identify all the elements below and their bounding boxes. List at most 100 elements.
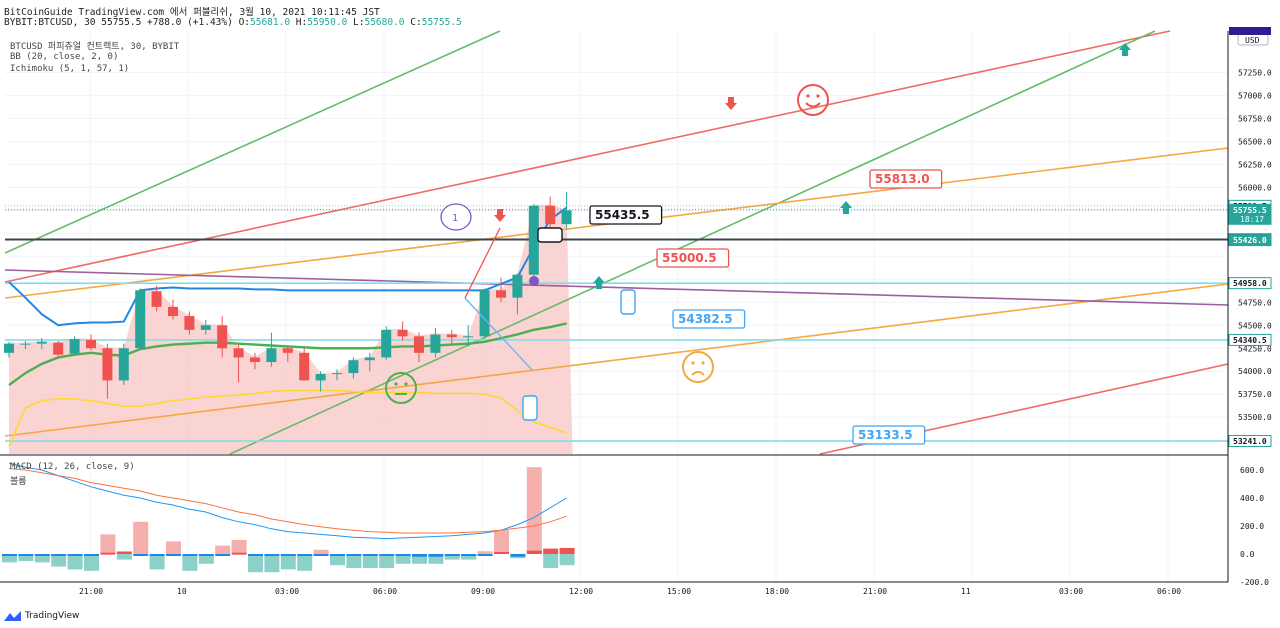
sell-arrow-icon [494,209,506,222]
buy-arrow-icon [1119,43,1131,56]
macd-histogram-bar [264,554,280,557]
price-badge [1228,277,1272,290]
candle-body [545,205,556,225]
price-tick-label: 57000.0 [1238,91,1272,100]
macd-volume-bar [51,554,67,567]
macd-histogram-bar [412,554,427,557]
macd-tick-label: 0.0 [1240,550,1255,559]
macd-histogram-bar [2,554,17,557]
last-price: 55755.5 [101,17,142,28]
trend-line [229,30,1156,455]
neutral-face-icon-eye [404,382,408,386]
candle-body [184,316,195,330]
candle-body [4,343,14,353]
time-tick-label: 21:00 [863,587,887,596]
price-tick-label: 56500.0 [1238,137,1272,146]
macd-volume-bar [116,554,132,560]
macd-histogram-bar [510,554,526,557]
bb-legend[interactable]: BB (20, close, 2, 0) [10,52,119,62]
candle-body [315,373,326,381]
sad-face-icon [682,351,714,383]
price-tick-label: 53750.0 [1238,390,1272,399]
candle-body [512,274,523,298]
callout-55435: 55435.5 [595,208,650,222]
macd-histogram-bar [67,554,83,556]
time-tick-label: 10 [177,587,187,596]
neutral-face-icon-eye [394,382,398,386]
macd-tick-label: 600.0 [1240,466,1264,475]
callout-54382: 54382.5 [678,312,733,326]
neutral-face-icon [385,372,417,404]
macd-sub-legend[interactable]: 볼륨 [10,477,27,487]
time-tick-label: 11 [961,587,971,596]
open-label: O: [238,17,251,28]
price-tick-label: 56250.0 [1238,160,1272,169]
macd-histogram-bar [362,554,378,556]
callout-55435-box [589,205,663,225]
macd-volume-bar [313,549,329,554]
macd-histogram-bar [149,554,165,556]
time-tick-label: 15:00 [667,587,691,596]
macd-histogram-bar [84,554,99,556]
macd-histogram-bar [346,554,362,556]
grid [5,31,1228,582]
macd-tick-label: -200.0 [1240,578,1269,587]
callout-53133: 53133.5 [858,428,913,442]
candle-body [414,336,424,353]
symbol-legend[interactable]: BTCUSD 퍼피츄얼 컨트랙트, 30, BYBIT [10,42,180,52]
macd-histogram-bar [379,554,395,556]
macd-histogram-bar [248,554,263,556]
macd-volume-bar [2,554,17,563]
candle-body [135,290,146,349]
trend-line [4,30,501,254]
callout-53133-box [852,425,926,445]
low-value: 55680.0 [364,17,405,28]
trend-line [4,283,1229,437]
price-tick-label: 57250.0 [1238,68,1272,77]
trend-line [4,30,1171,283]
callout-55813-box [869,169,943,189]
candle-body [332,373,342,375]
macd-tick-label: 400.0 [1240,494,1264,503]
high-value: 55950.0 [307,17,348,28]
macd-volume-bar [543,554,559,568]
macd-volume-bar [198,554,214,564]
macd-histogram-bar [100,552,116,555]
smile-face-icon-eye [816,94,820,98]
macd-volume-bar [149,554,165,570]
macd-volume-bar [330,554,345,566]
macd-histogram-bar [231,552,247,555]
macd-volume-bar [494,530,509,554]
time-tick-label: 06:00 [373,587,397,596]
signal-line [8,468,567,534]
candle-body [168,306,178,317]
price-badge-label: 55426.0 [1233,236,1267,245]
macd-legend[interactable]: MACD (12, 26, close, 9) [10,462,135,472]
cat-icon [529,276,539,286]
price-tick-label: 54750.0 [1238,298,1272,307]
price-tick-label: 54000.0 [1238,367,1272,376]
macd-volume-bar [444,554,460,560]
price-badge [1228,234,1272,247]
callout-54382-box [672,309,746,329]
high-label: H: [295,17,308,28]
price-badge-label: 53241.0 [1233,437,1267,446]
candle-body [397,329,408,337]
candle-body [364,357,375,361]
macd-volume-bar [133,521,149,554]
candle-body [200,325,211,330]
macd-volume-bar [477,551,493,554]
macd-volume-bar [280,554,296,570]
open-value: 55681.0 [250,17,291,28]
pointing-hand-icon [522,395,538,421]
candle-body [348,360,359,374]
candle-body [20,343,31,345]
price-chart[interactable]: 55435.5 55000.5 54382.5 55813.0 53133.5 1 5725… [0,0,1280,608]
smile-face-icon-eye [806,94,810,98]
time-tick-label: 21:00 [79,587,103,596]
pointing-hand-icon [537,227,563,243]
candle-body [118,348,129,381]
price-badge-time: 18:17 [1240,215,1264,224]
ichimoku-cloud [9,204,573,454]
ichimoku-legend[interactable]: Ichimoku (5, 1, 57, 1) [10,64,130,74]
